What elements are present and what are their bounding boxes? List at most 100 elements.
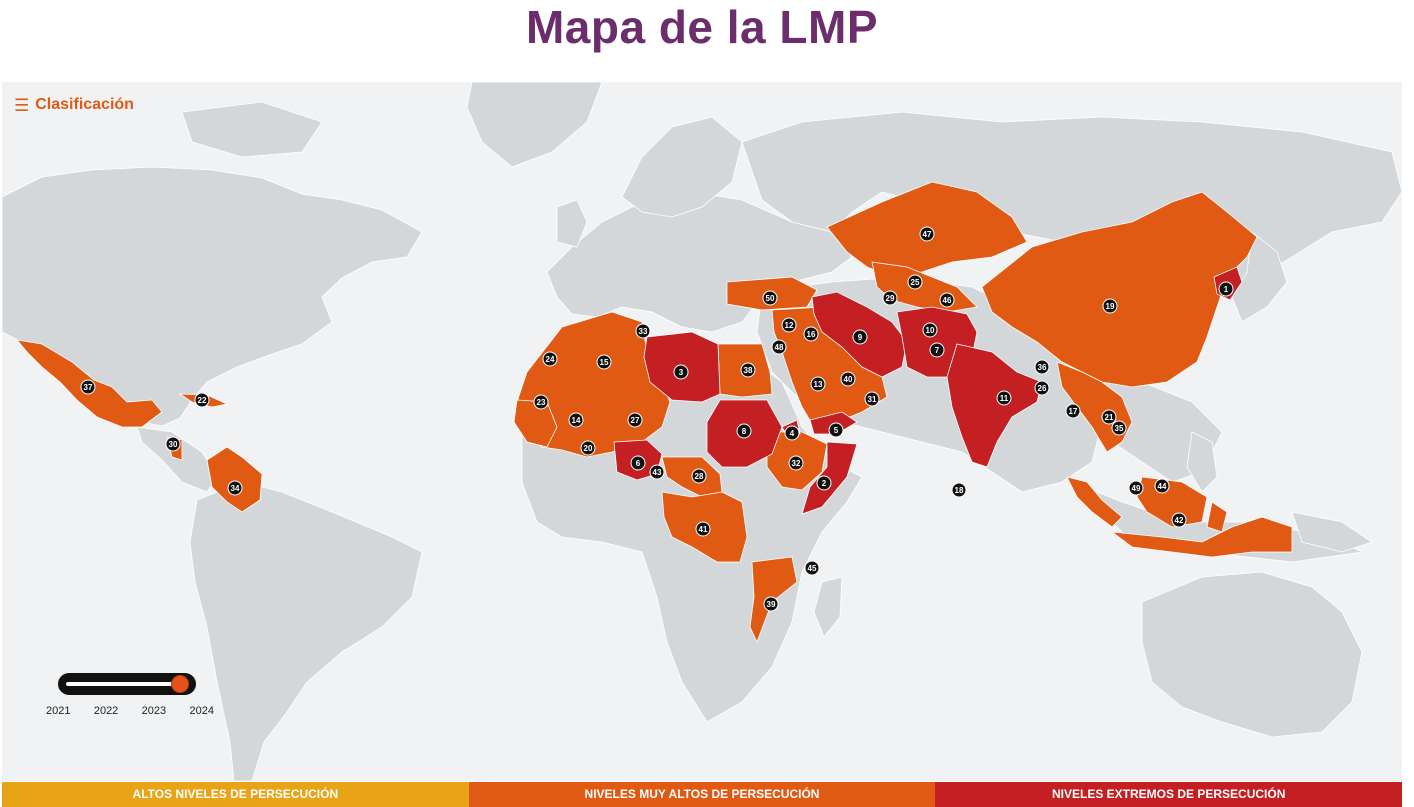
rank-marker-dot[interactable] [828, 422, 844, 438]
rank-marker-49[interactable]: 49 [1128, 480, 1144, 496]
rank-marker-dot[interactable] [1034, 359, 1050, 375]
rank-marker-dot[interactable] [194, 392, 210, 408]
slider-knob[interactable] [171, 675, 189, 693]
rank-marker-dot[interactable] [804, 560, 820, 576]
rank-marker-dot[interactable] [939, 292, 955, 308]
rank-marker-dot[interactable] [1101, 409, 1117, 425]
rank-marker-18[interactable]: 18 [951, 482, 967, 498]
rank-marker-dot[interactable] [852, 329, 868, 345]
rank-marker-16[interactable]: 16 [803, 326, 819, 342]
rank-marker-1[interactable]: 1 [1218, 281, 1234, 297]
rank-marker-47[interactable]: 47 [919, 226, 935, 242]
slider-year-2023[interactable]: 2023 [141, 705, 167, 717]
rank-marker-5[interactable]: 5 [828, 422, 844, 438]
rank-marker-dot[interactable] [771, 339, 787, 355]
rank-marker-dot[interactable] [227, 480, 243, 496]
rank-marker-dot[interactable] [919, 226, 935, 242]
rank-marker-dot[interactable] [1218, 281, 1234, 297]
rank-marker-38[interactable]: 38 [740, 362, 756, 378]
rank-marker-11[interactable]: 11 [996, 390, 1012, 406]
rank-marker-dot[interactable] [736, 423, 752, 439]
rank-marker-13[interactable]: 13 [810, 376, 826, 392]
rank-marker-dot[interactable] [691, 468, 707, 484]
rank-marker-42[interactable]: 42 [1171, 512, 1187, 528]
rank-marker-dot[interactable] [929, 342, 945, 358]
rank-marker-41[interactable]: 41 [695, 521, 711, 537]
rank-marker-33[interactable]: 33 [635, 323, 651, 339]
rank-marker-15[interactable]: 15 [596, 354, 612, 370]
rank-marker-8[interactable]: 8 [736, 423, 752, 439]
rank-marker-20[interactable]: 20 [580, 440, 596, 456]
rank-marker-22[interactable]: 22 [194, 392, 210, 408]
rank-marker-dot[interactable] [763, 596, 779, 612]
rank-marker-34[interactable]: 34 [227, 480, 243, 496]
rank-marker-dot[interactable] [165, 436, 181, 452]
rank-marker-dot[interactable] [627, 412, 643, 428]
rank-marker-dot[interactable] [784, 425, 800, 441]
rank-marker-32[interactable]: 32 [788, 455, 804, 471]
rank-marker-dot[interactable] [542, 351, 558, 367]
rank-marker-dot[interactable] [1034, 380, 1050, 396]
rank-marker-6[interactable]: 6 [630, 455, 646, 471]
rank-marker-7[interactable]: 7 [929, 342, 945, 358]
rank-marker-dot[interactable] [1111, 420, 1127, 436]
rank-marker-dot[interactable] [781, 317, 797, 333]
rank-marker-dot[interactable] [810, 376, 826, 392]
slider-year-2021[interactable]: 2021 [46, 705, 71, 717]
rank-marker-dot[interactable] [695, 521, 711, 537]
rank-marker-dot[interactable] [568, 412, 584, 428]
rank-marker-dot[interactable] [882, 290, 898, 306]
rank-marker-4[interactable]: 4 [784, 425, 800, 441]
rank-marker-24[interactable]: 24 [542, 351, 558, 367]
rank-marker-44[interactable]: 44 [1154, 478, 1170, 494]
rank-marker-10[interactable]: 10 [922, 322, 938, 338]
rank-marker-dot[interactable] [635, 323, 651, 339]
rank-marker-dot[interactable] [1102, 298, 1118, 314]
rank-marker-37[interactable]: 37 [80, 379, 96, 395]
rank-marker-23[interactable]: 23 [533, 394, 549, 410]
rank-marker-36[interactable]: 36 [1034, 359, 1050, 375]
rank-marker-dot[interactable] [1154, 478, 1170, 494]
rank-marker-31[interactable]: 31 [864, 391, 880, 407]
rank-marker-dot[interactable] [840, 371, 856, 387]
rank-marker-dot[interactable] [951, 482, 967, 498]
rank-marker-48[interactable]: 48 [771, 339, 787, 355]
rank-marker-3[interactable]: 3 [673, 364, 689, 380]
world-map[interactable]: 1 2 3 4 5 6 7 8 9 10 11 12 13 14 15 16 17 18 19 20 21 22 23 24 2… [2, 82, 1402, 781]
rank-marker-29[interactable]: 29 [882, 290, 898, 306]
rank-marker-14[interactable]: 14 [568, 412, 584, 428]
rank-marker-35[interactable]: 35 [1111, 420, 1127, 436]
rank-marker-dot[interactable] [1128, 480, 1144, 496]
rank-marker-28[interactable]: 28 [691, 468, 707, 484]
rank-marker-21[interactable]: 21 [1101, 409, 1117, 425]
rank-marker-dot[interactable] [673, 364, 689, 380]
rank-marker-46[interactable]: 46 [939, 292, 955, 308]
rank-marker-dot[interactable] [740, 362, 756, 378]
rank-marker-dot[interactable] [80, 379, 96, 395]
rank-marker-9[interactable]: 9 [852, 329, 868, 345]
rank-marker-dot[interactable] [788, 455, 804, 471]
rank-marker-dot[interactable] [649, 464, 665, 480]
rank-marker-26[interactable]: 26 [1034, 380, 1050, 396]
rank-marker-dot[interactable] [864, 391, 880, 407]
rank-marker-dot[interactable] [922, 322, 938, 338]
slider-year-2022[interactable]: 2022 [93, 705, 119, 717]
rank-marker-43[interactable]: 43 [649, 464, 665, 480]
rank-marker-27[interactable]: 27 [627, 412, 643, 428]
rank-marker-dot[interactable] [996, 390, 1012, 406]
rank-marker-2[interactable]: 2 [816, 475, 832, 491]
rank-marker-19[interactable]: 19 [1102, 298, 1118, 314]
rank-marker-12[interactable]: 12 [781, 317, 797, 333]
rank-marker-dot[interactable] [533, 394, 549, 410]
rank-marker-dot[interactable] [596, 354, 612, 370]
rank-marker-dot[interactable] [1171, 512, 1187, 528]
rank-marker-45[interactable]: 45 [804, 560, 820, 576]
rank-marker-40[interactable]: 40 [840, 371, 856, 387]
classification-menu-button[interactable]: ☰ Clasificación [14, 96, 134, 114]
rank-marker-dot[interactable] [907, 274, 923, 290]
rank-marker-dot[interactable] [816, 475, 832, 491]
persecution-countries[interactable] [16, 181, 1293, 644]
rank-marker-dot[interactable] [762, 290, 778, 306]
rank-marker-50[interactable]: 50 [762, 290, 778, 306]
